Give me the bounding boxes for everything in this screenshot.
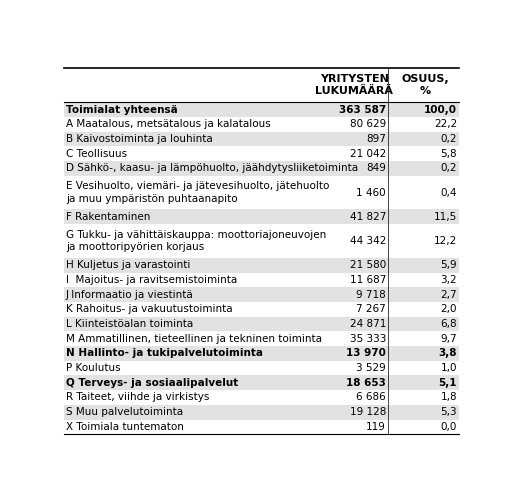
- Text: 3,8: 3,8: [438, 348, 456, 358]
- Text: X Toimiala tuntematon: X Toimiala tuntematon: [66, 422, 183, 432]
- Text: S Muu palvelutoiminta: S Muu palvelutoiminta: [66, 407, 183, 417]
- Text: N Hallinto- ja tukipalvelutoiminta: N Hallinto- ja tukipalvelutoiminta: [66, 348, 262, 358]
- Text: 18 653: 18 653: [345, 378, 385, 388]
- Text: 0,2: 0,2: [440, 163, 456, 173]
- Text: 897: 897: [365, 134, 385, 144]
- Text: 12,2: 12,2: [433, 236, 456, 246]
- Text: 0,0: 0,0: [440, 422, 456, 432]
- Text: 1 460: 1 460: [356, 188, 385, 197]
- Bar: [64, 287, 458, 302]
- Text: 119: 119: [365, 422, 385, 432]
- Text: OSUUS,
%: OSUUS, %: [401, 74, 448, 97]
- Text: C Teollisuus: C Teollisuus: [66, 148, 127, 159]
- Text: 5,1: 5,1: [438, 378, 456, 388]
- Text: H Kuljetus ja varastointi: H Kuljetus ja varastointi: [66, 260, 190, 270]
- Text: 11 687: 11 687: [349, 275, 385, 285]
- Text: 2,7: 2,7: [440, 290, 456, 300]
- Text: A Maatalous, metsätalous ja kalatalous: A Maatalous, metsätalous ja kalatalous: [66, 119, 270, 129]
- Text: E Vesihuolto, viemäri- ja jätevesihuolto, jätehuolto
ja muu ympäristön puhtaanap: E Vesihuolto, viemäri- ja jätevesihuolto…: [66, 181, 328, 204]
- Text: D Sähkö-, kaasu- ja lämpöhuolto, jäähdytysliiketoiminta: D Sähkö-, kaasu- ja lämpöhuolto, jäähdyt…: [66, 163, 357, 173]
- Text: 24 871: 24 871: [349, 319, 385, 329]
- Text: 363 587: 363 587: [338, 104, 385, 115]
- Text: 21 580: 21 580: [349, 260, 385, 270]
- Bar: [64, 68, 458, 102]
- Text: 5,3: 5,3: [440, 407, 456, 417]
- Text: 80 629: 80 629: [349, 119, 385, 129]
- Text: Toimialat yhteensä: Toimialat yhteensä: [66, 104, 177, 115]
- Text: 2,0: 2,0: [440, 304, 456, 315]
- Text: 3 529: 3 529: [355, 363, 385, 373]
- Text: 35 333: 35 333: [349, 334, 385, 343]
- Text: L Kiinteistöalan toiminta: L Kiinteistöalan toiminta: [66, 319, 192, 329]
- Text: R Taiteet, viihde ja virkistys: R Taiteet, viihde ja virkistys: [66, 392, 209, 402]
- Text: 6 686: 6 686: [355, 392, 385, 402]
- Bar: [64, 161, 458, 175]
- Text: 5,9: 5,9: [440, 260, 456, 270]
- Text: 0,2: 0,2: [440, 134, 456, 144]
- Text: M Ammatillinen, tieteellinen ja tekninen toiminta: M Ammatillinen, tieteellinen ja tekninen…: [66, 334, 321, 343]
- Text: 1,8: 1,8: [440, 392, 456, 402]
- Text: 849: 849: [365, 163, 385, 173]
- Bar: [64, 405, 458, 419]
- Text: 9 718: 9 718: [355, 290, 385, 300]
- Text: 13 970: 13 970: [345, 348, 385, 358]
- Text: 100,0: 100,0: [423, 104, 456, 115]
- Text: 1,0: 1,0: [440, 363, 456, 373]
- Text: 7 267: 7 267: [355, 304, 385, 315]
- Text: 21 042: 21 042: [349, 148, 385, 159]
- Text: K Rahoitus- ja vakuutustoiminta: K Rahoitus- ja vakuutustoiminta: [66, 304, 232, 315]
- Bar: [64, 258, 458, 272]
- Text: 19 128: 19 128: [349, 407, 385, 417]
- Text: 6,8: 6,8: [440, 319, 456, 329]
- Text: G Tukku- ja vähittäiskauppa: moottoriajoneuvojen
ja moottoripyörien korjaus: G Tukku- ja vähittäiskauppa: moottoriajo…: [66, 230, 325, 252]
- Bar: [64, 375, 458, 390]
- Text: 9,7: 9,7: [440, 334, 456, 343]
- Text: Q Terveys- ja sosiaalipalvelut: Q Terveys- ja sosiaalipalvelut: [66, 378, 238, 388]
- Text: B Kaivostoiminta ja louhinta: B Kaivostoiminta ja louhinta: [66, 134, 212, 144]
- Text: 41 827: 41 827: [349, 212, 385, 222]
- Text: 11,5: 11,5: [433, 212, 456, 222]
- Text: J Informaatio ja viestintä: J Informaatio ja viestintä: [66, 290, 193, 300]
- Text: YRITYSTEN
LUKUMÄÄRÄ: YRITYSTEN LUKUMÄÄRÄ: [315, 74, 392, 97]
- Text: 0,4: 0,4: [440, 188, 456, 197]
- Text: F Rakentaminen: F Rakentaminen: [66, 212, 150, 222]
- Bar: [64, 209, 458, 224]
- Text: I  Majoitus- ja ravitsemistoiminta: I Majoitus- ja ravitsemistoiminta: [66, 275, 237, 285]
- Text: 44 342: 44 342: [349, 236, 385, 246]
- Bar: [64, 317, 458, 331]
- Bar: [64, 132, 458, 146]
- Text: P Koulutus: P Koulutus: [66, 363, 120, 373]
- Text: 22,2: 22,2: [433, 119, 456, 129]
- Bar: [64, 102, 458, 117]
- Text: 3,2: 3,2: [440, 275, 456, 285]
- Text: 5,8: 5,8: [440, 148, 456, 159]
- Bar: [64, 346, 458, 361]
